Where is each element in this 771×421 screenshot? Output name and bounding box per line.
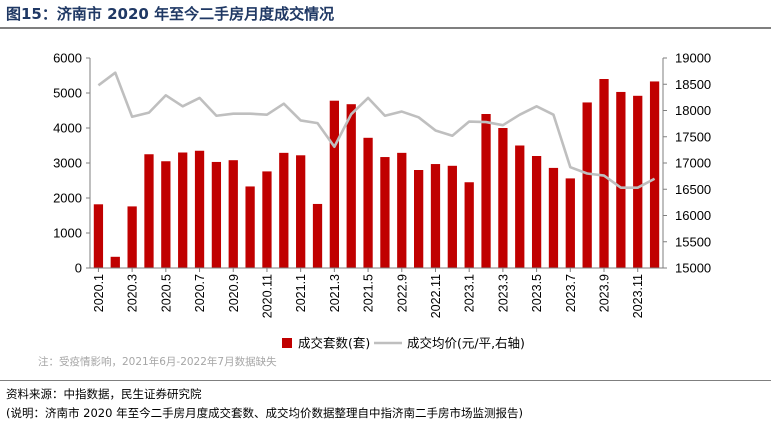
bar-2023.6 [548,167,559,268]
bar-2023.1 [464,182,474,268]
bar-2020.11 [262,171,272,268]
x-tick-label: 2020.7 [193,274,207,312]
bar-2022.8 [380,157,390,268]
bar-2022.9 [397,152,407,268]
bar-2020.10 [245,186,255,268]
bar-2023.10 [616,91,626,268]
legend-bar-label: 成交套数(套) [298,336,370,351]
left-tick-label: 4000 [53,121,82,136]
bar-2023.7 [565,178,575,268]
right-tick-label: 17000 [675,156,711,171]
bar-2023.5 [531,156,542,268]
bar-2023.4 [515,145,525,268]
x-tick-label: 2022.9 [395,274,409,312]
bar-2020.6 [178,152,188,268]
bar-2021.3 [329,100,339,268]
bar-2022.11 [430,164,441,268]
x-tick-label: 2021.3 [328,274,342,312]
bar-2023.3 [498,128,508,268]
x-tick-label: 2021.1 [294,274,308,312]
right-tick-label: 17500 [675,129,711,144]
bar-2020.4 [144,154,154,268]
bar-2023.12 [649,81,660,268]
left-tick-label: 6000 [53,51,82,66]
legend-bar-swatch [282,338,292,348]
bar-2020.1 [93,204,104,268]
bar-2023.8 [582,102,592,268]
x-tick-label: 2022.11 [429,274,443,318]
x-tick-label: 2023.7 [564,274,578,312]
right-tick-label: 19000 [675,51,711,66]
right-tick-label: 18000 [675,103,711,118]
x-tick-label: 2020.9 [227,274,241,312]
price-line [97,71,656,189]
x-tick-label: 2020.1 [92,274,106,312]
right-tick-label: 15000 [675,261,711,276]
x-tick-label: 2020.5 [159,274,173,312]
bar-2020.7 [194,150,205,268]
source-divider [0,380,771,381]
bar-2023.9 [599,79,609,268]
x-tick-label: 2023.9 [598,274,612,312]
x-tick-label: 2021.5 [362,274,376,312]
left-tick-label: 1000 [53,226,82,241]
bar-2020.12 [279,152,289,268]
bar-2023.11 [633,95,643,268]
page-title: 图15：济南市 2020 年至今二手房月度成交情况 [6,5,335,23]
right-tick-label: 16000 [675,208,711,223]
source-text: 资料来源：中指数据，民生证券研究院 [6,387,202,401]
bar-2022.12 [447,165,457,268]
bar-2021.1 [296,155,306,268]
bar-2020.3 [127,206,137,268]
bar-2021.4 [346,104,356,268]
left-tick-label: 5000 [53,86,82,101]
right-tick-label: 18500 [675,77,711,92]
bar-2022.10 [414,170,424,268]
left-tick-label: 2000 [53,191,82,206]
right-tick-label: 15500 [675,234,711,249]
x-tick-label: 2023.3 [496,274,510,312]
footnote-text: (说明：济南市 2020 年至今二手房月度成交套数、成交均价数据整理自中指济南二… [6,406,524,420]
bar-2020.2 [110,256,120,268]
bar-2021.5 [363,137,373,268]
title-divider [0,27,771,29]
bar-2020.9 [228,160,238,268]
x-tick-label: 2020.11 [260,274,274,318]
bar-2021.2 [312,203,323,268]
right-tick-label: 16500 [675,182,711,197]
x-tick-label: 2023.1 [463,274,477,312]
x-tick-label: 2020.3 [126,274,140,312]
bar-2023.2 [481,114,491,268]
left-tick-label: 0 [75,261,82,276]
chart-note: 注：受疫情影响，2021年6月-2022年7月数据缺失 [38,356,277,368]
x-tick-label: 2023.5 [530,274,544,312]
bar-2020.8 [211,161,222,268]
x-tick-label: 2023.11 [631,274,645,318]
legend-line-label: 成交均价(元/平,右轴) [407,336,525,351]
left-tick-label: 3000 [53,156,82,171]
bar-2020.5 [161,161,171,268]
